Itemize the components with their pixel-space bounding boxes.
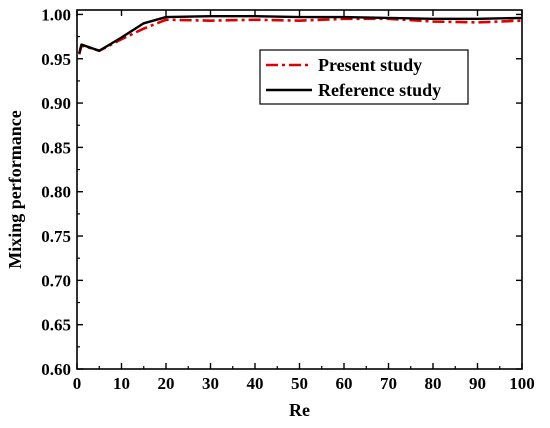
y-tick-label-0: 0.60	[41, 360, 71, 379]
y-tick-label-8: 1.00	[41, 5, 71, 24]
x-tick-label-4: 40	[247, 374, 264, 393]
axes: 0 10 20 30 40 50 60 70 80 90 100 0.60 0.65 0.70 0.75 0.…	[41, 5, 535, 393]
legend: Present study Reference study	[259, 49, 469, 105]
y-tick-label-3: 0.75	[41, 227, 71, 246]
x-tick-label-0: 0	[73, 374, 82, 393]
x-tick-label-5: 50	[291, 374, 308, 393]
x-tick-label-8: 80	[425, 374, 442, 393]
y-tick-label-6: 0.90	[41, 94, 71, 113]
plot-area	[77, 15, 523, 55]
legend-label-reference-study: Reference study	[318, 80, 441, 100]
x-tick-label-10: 100	[509, 374, 535, 393]
x-tick-label-7: 70	[380, 374, 397, 393]
x-tick-label-9: 90	[469, 374, 486, 393]
y-axis-title: Mixing performance	[5, 110, 25, 268]
x-axis-title: Re	[289, 400, 310, 420]
y-tick-label-5: 0.85	[41, 138, 71, 157]
y-tick-label-1: 0.65	[41, 316, 71, 335]
legend-box	[259, 49, 469, 105]
series-line-1	[78, 15, 523, 54]
series-line-0	[77, 17, 523, 55]
x-tick-label-3: 30	[202, 374, 219, 393]
y-tick-label-2: 0.70	[41, 271, 71, 290]
legend-label-present-study: Present study	[318, 55, 422, 75]
x-tick-label-2: 20	[158, 374, 175, 393]
y-tick-label-4: 0.80	[41, 183, 71, 202]
x-tick-label-1: 10	[113, 374, 130, 393]
y-tick-label-7: 0.95	[41, 50, 71, 69]
x-tick-label-6: 60	[336, 374, 353, 393]
